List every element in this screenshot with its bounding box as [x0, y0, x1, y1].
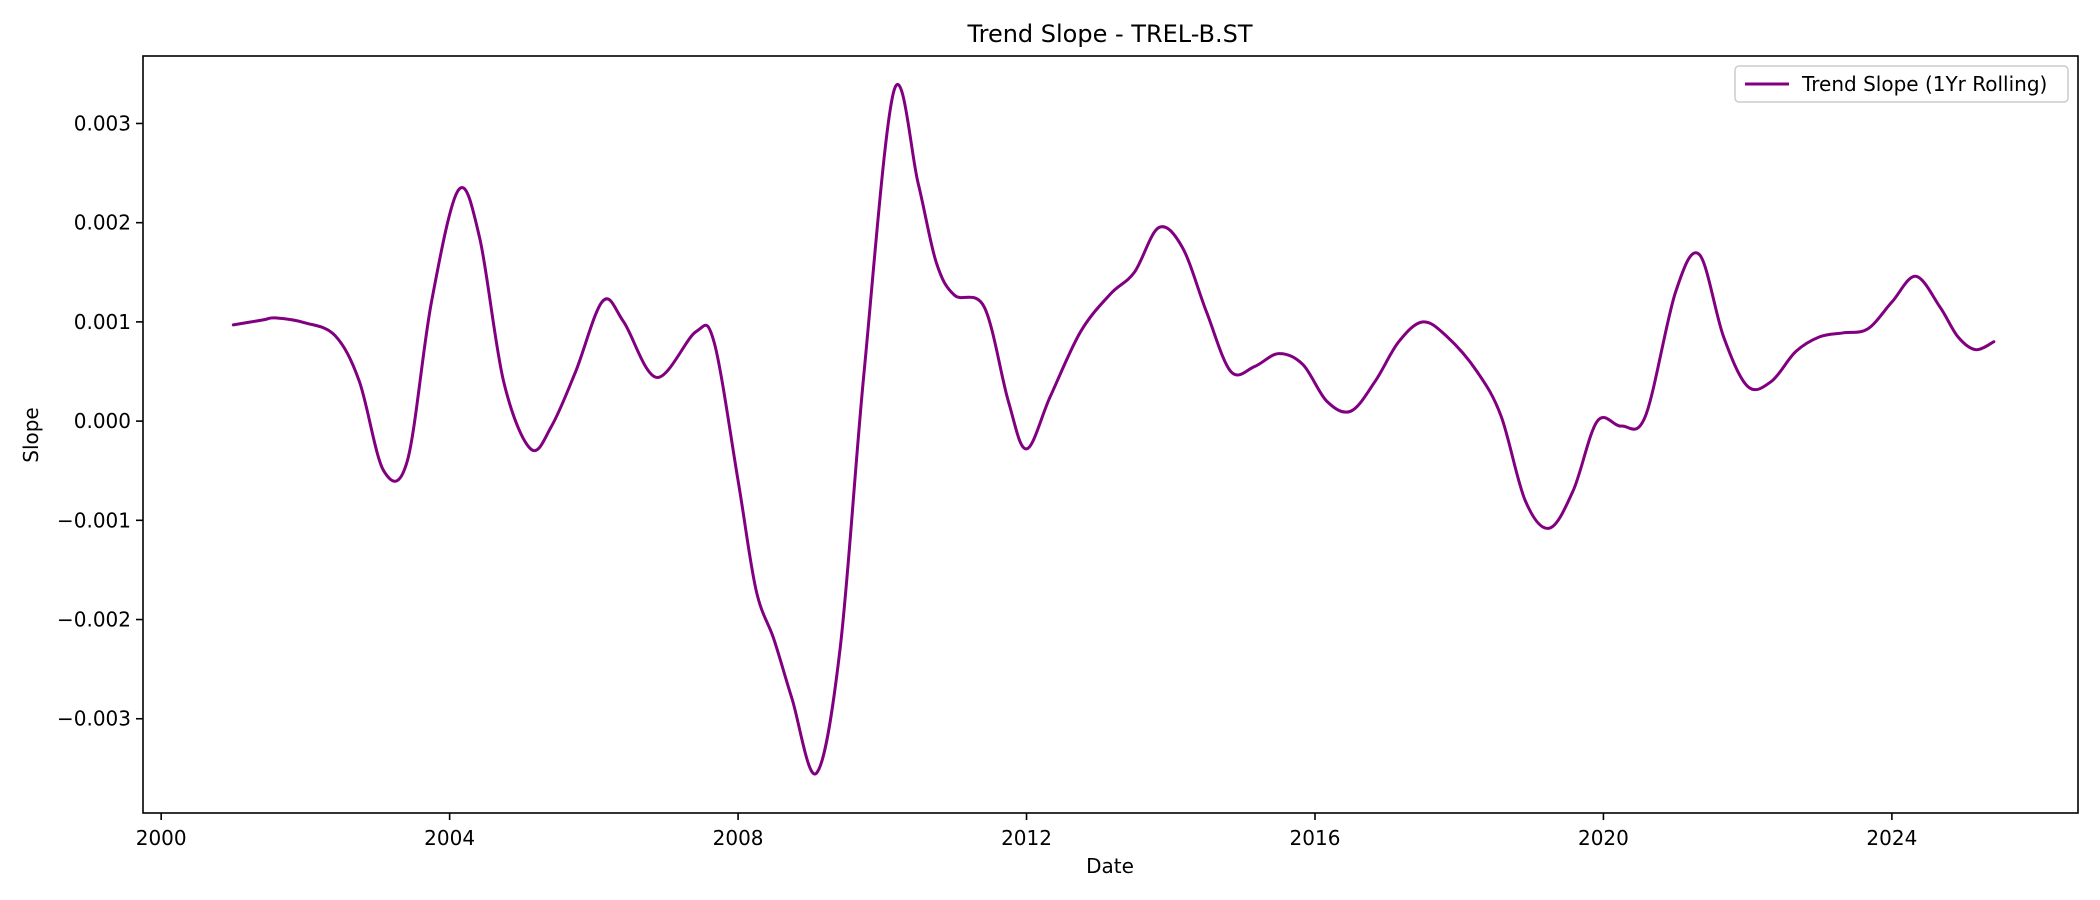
y-axis-ticks: −0.003 −0.002 −0.001 0.000 0.001 0.002 0.003 — [57, 111, 143, 731]
x-axis-ticks: 2000 2004 2008 2012 2016 2020 2024 — [136, 813, 1917, 850]
x-tick-label: 2004 — [424, 826, 475, 850]
y-tick-label: −0.003 — [57, 707, 131, 731]
x-tick-label: 2000 — [136, 826, 187, 850]
x-tick-label: 2008 — [713, 826, 764, 850]
y-axis-label: Slope — [19, 407, 43, 463]
legend-label: Trend Slope (1Yr Rolling) — [1801, 72, 2047, 96]
y-tick-label: 0.003 — [74, 111, 131, 135]
chart-title: Trend Slope - TREL-B.ST — [966, 20, 1252, 48]
x-axis-label: Date — [1086, 854, 1134, 878]
x-tick-label: 2012 — [1001, 826, 1052, 850]
y-tick-label: −0.002 — [57, 608, 131, 632]
legend-box — [1734, 65, 2069, 103]
legend: Trend Slope (1Yr Rolling) — [1734, 65, 2069, 103]
x-tick-label: 2024 — [1866, 826, 1917, 850]
trend-slope-line — [231, 83, 1996, 776]
x-tick-label: 2016 — [1290, 826, 1341, 850]
plot-frame — [142, 55, 2079, 814]
y-tick-label: 0.002 — [74, 211, 131, 235]
x-tick-label: 2020 — [1578, 826, 1629, 850]
y-tick-label: 0.000 — [74, 409, 131, 433]
y-tick-label: −0.001 — [57, 508, 131, 532]
y-tick-label: 0.001 — [74, 310, 131, 334]
